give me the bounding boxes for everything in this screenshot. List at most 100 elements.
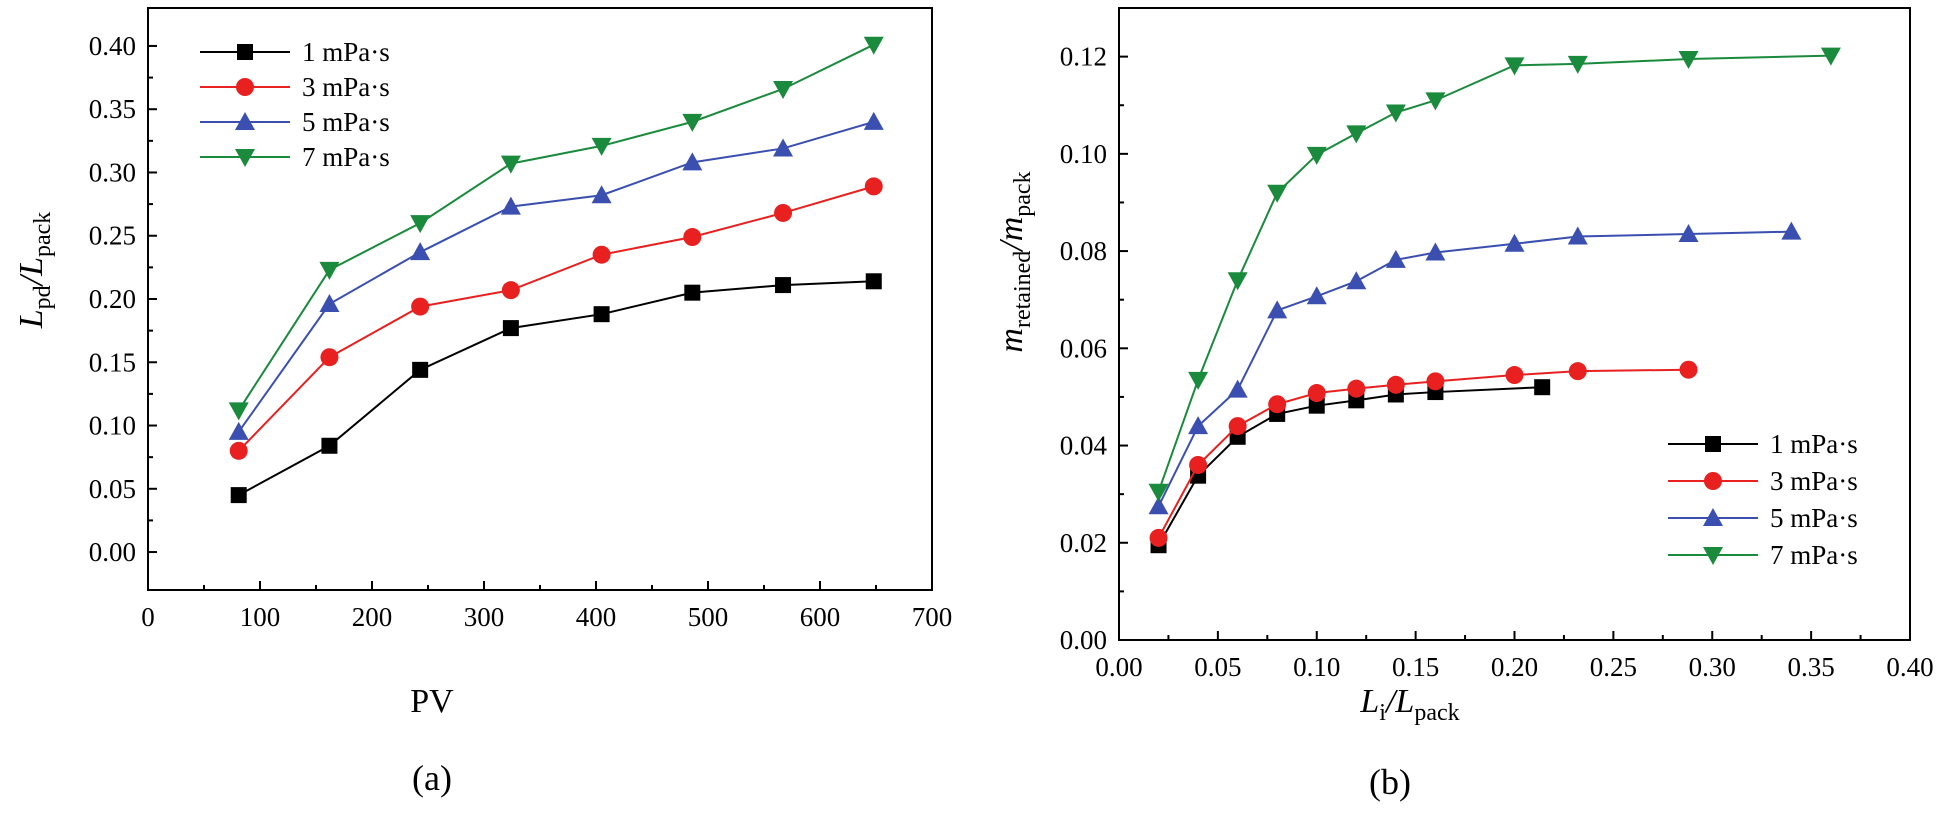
panel-a-x-tick-label: 0 [141, 602, 155, 632]
panel-b-x-tick-label: 0.15 [1392, 652, 1439, 682]
panel-a-x-tick-label: 500 [688, 602, 729, 632]
panel-a-data-point [500, 196, 521, 215]
panel-a-legend-label: 5 mPa·s [302, 107, 390, 137]
panel-a-data-point [591, 137, 612, 156]
panel-a-data-point [773, 80, 794, 99]
panel-a-series [228, 36, 884, 504]
panel-b-data-point [1268, 395, 1287, 414]
panel-a-data-point [593, 306, 610, 323]
panel-a-y-tick-label: 0.40 [89, 31, 136, 61]
panel-a-x-axis-title: PV [410, 683, 454, 720]
panel-b-data-point [1385, 104, 1406, 123]
panel-a-data-point [228, 421, 249, 440]
panel-b-y-tick-label: 0.10 [1060, 139, 1107, 169]
panel-b-x-tick-label: 0.20 [1491, 652, 1538, 682]
panel-b-legend: 1 mPa·s 3 mPa·s 5 mPa·s 7 mPa·s [1668, 429, 1858, 570]
panel-a-data-point [684, 284, 701, 301]
panel-a-data-point [411, 297, 430, 316]
panel-a-data-point [863, 36, 884, 55]
panel-b-data-point [1228, 417, 1247, 436]
panel-a-data-point [500, 155, 521, 174]
panel-a-y-tick-label: 0.20 [89, 284, 136, 314]
panel-b-x-axis-title: Li/Lpack [1359, 683, 1459, 726]
panel-a-legend-marker [235, 112, 255, 130]
panel-a-y-tick-label: 0.35 [89, 94, 136, 124]
panel-b-data-point [1679, 360, 1698, 379]
panel-b-x-tick-label: 0.40 [1886, 652, 1933, 682]
panel-b-data-point [1425, 242, 1446, 261]
panel-b-data-point [1267, 184, 1288, 203]
panel-a-y-axis-title: Lpd/Lpack [13, 212, 56, 330]
panel-b-data-point [1385, 249, 1406, 268]
panel-a-data-point [410, 242, 431, 261]
panel-a-series-line-4 [237, 43, 875, 411]
panel-a-y-tick-label: 0.05 [89, 474, 136, 504]
panel-b-data-point [1504, 233, 1525, 252]
panel-a-series-line-3 [237, 120, 875, 433]
panel-a-x-tick-label: 700 [912, 602, 953, 632]
panel-b-data-point [1188, 416, 1209, 435]
panel-b-y-tick-label: 0.02 [1060, 528, 1107, 558]
panel-a-x-tick-label: 100 [240, 602, 281, 632]
panel-a-x-tick-label: 400 [576, 602, 617, 632]
panel-b-data-point [1306, 146, 1327, 165]
panel-b-data-point [1346, 271, 1367, 290]
panel-a-data-point [321, 437, 338, 454]
panel-a: 0 100 200 300 400 500 600 700 0.00 0.05 0.10 0.15 0.… [13, 7, 953, 798]
panel-b-caption: (b) [1369, 762, 1411, 802]
panel-a-x-tick-label: 600 [800, 602, 841, 632]
panel-b-data-point [1781, 221, 1802, 240]
panel-b: 0.00 0.05 0.10 0.15 0.20 0.25 0.30 0.35 0.40 0.00… [993, 7, 1934, 802]
panel-a-data-point [683, 228, 702, 247]
panel-a-legend-marker [237, 44, 253, 60]
panel-a-axes: 0 100 200 300 400 500 600 700 0.00 0.05 0.10 0.15 0.… [89, 7, 953, 632]
panel-b-y-tick-label: 0.04 [1060, 431, 1108, 461]
panel-a-data-point [229, 441, 248, 460]
panel-b-data-point [1567, 55, 1588, 74]
panel-a-data-point [230, 487, 247, 504]
panel-a-data-point [412, 361, 429, 378]
panel-a-y-tick-label: 0.25 [89, 221, 136, 251]
panel-b-x-tick-label: 0.30 [1689, 652, 1736, 682]
panel-b-data-point [1505, 366, 1524, 385]
panel-a-data-point [501, 281, 520, 300]
panel-b-data-point [1307, 384, 1326, 403]
panel-a-plot-frame [147, 7, 933, 591]
panel-a-x-tick-label: 200 [352, 602, 393, 632]
panel-b-data-point [1534, 379, 1551, 396]
panel-b-data-point [1148, 483, 1169, 502]
panel-b-data-point [1820, 47, 1841, 66]
panel-b-x-tick-label: 0.00 [1095, 652, 1142, 682]
panel-b-data-point [1504, 57, 1525, 76]
panel-b-y-tick-label: 0.06 [1060, 333, 1107, 363]
panel-a-series-line-1 [238, 280, 874, 496]
panel-b-data-point [1346, 125, 1367, 144]
panel-a-y-tick-label: 0.15 [89, 347, 136, 377]
panel-b-data-point [1189, 455, 1208, 474]
panel-a-data-point [863, 111, 884, 130]
panel-a-data-point [682, 113, 703, 132]
panel-b-data-point [1568, 362, 1587, 381]
panel-b-series-line-4 [1157, 54, 1831, 493]
panel-b-data-point [1678, 224, 1699, 243]
panel-a-data-point [773, 138, 794, 157]
panel-a-data-point [591, 185, 612, 204]
panel-b-axes: 0.00 0.05 0.10 0.15 0.20 0.25 0.30 0.35 0.40 0.00… [1060, 7, 1934, 682]
panel-b-legend-label: 7 mPa·s [1770, 540, 1858, 570]
panel-b-legend-marker [1705, 436, 1721, 452]
panel-b-legend-marker [1703, 508, 1723, 526]
panel-a-data-point [320, 348, 339, 367]
panel-b-data-point [1188, 371, 1209, 390]
panel-b-data-point [1148, 496, 1169, 515]
panel-a-legend-marker [236, 78, 254, 96]
panel-a-data-point [774, 203, 793, 222]
panel-a-caption: (a) [412, 758, 452, 798]
panel-a-legend-label: 7 mPa·s [302, 142, 390, 172]
panel-a-data-point [228, 402, 249, 421]
panel-b-legend-marker [1703, 547, 1723, 565]
panel-b-data-point [1308, 397, 1325, 414]
panel-b-data-point [1425, 92, 1446, 111]
panel-b-data-point [1426, 372, 1445, 391]
panel-b-data-point [1567, 226, 1588, 245]
